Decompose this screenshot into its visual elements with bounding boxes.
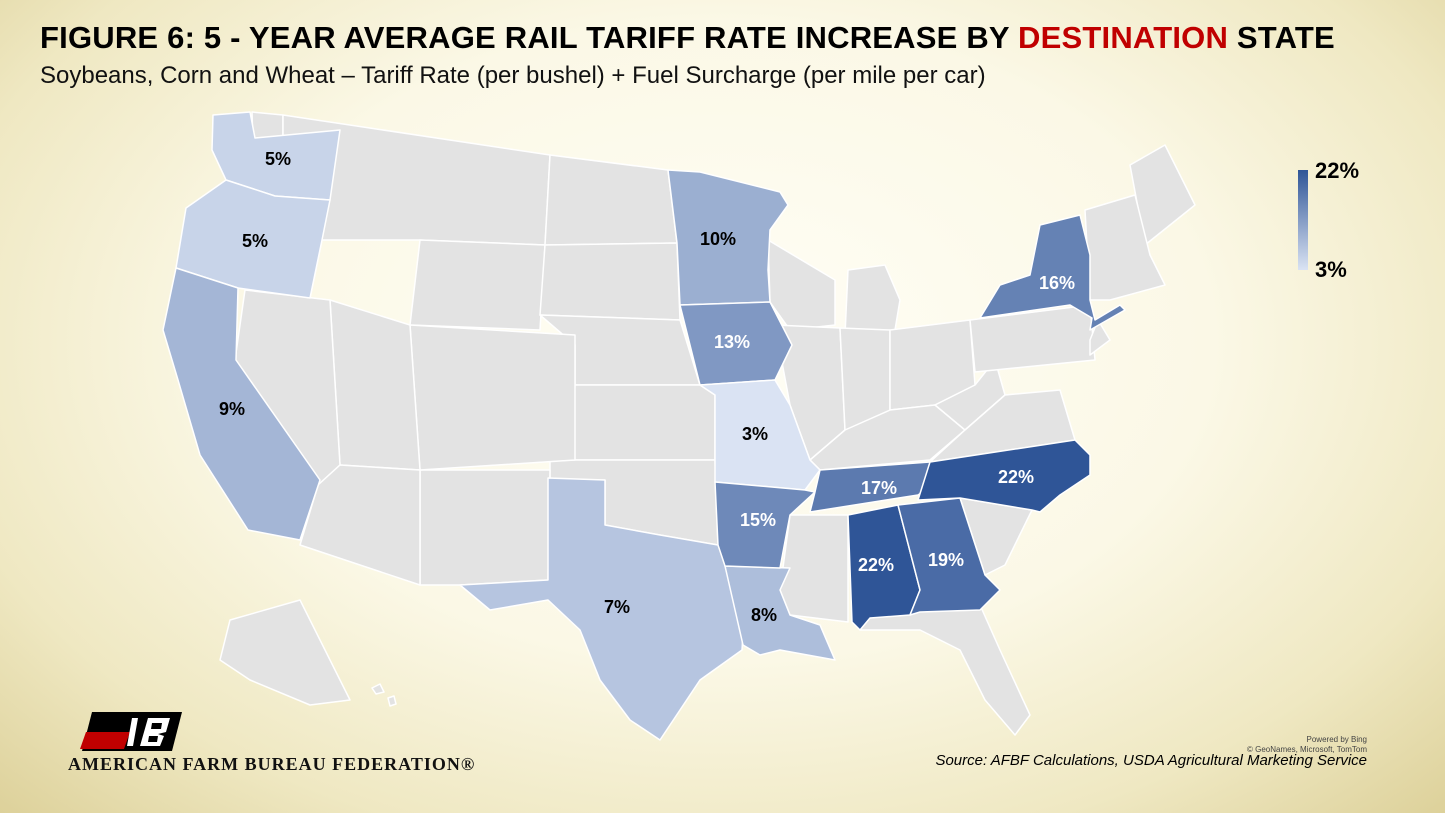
map-attribution-copyright: © GeoNames, Microsoft, TomTom [1247, 745, 1367, 754]
data-labels: 5% 5% 9% 10% 13% 3% 7% 8% 15% 17% 22% 19% 22% 16% [219, 149, 1075, 625]
state-georgia [897, 497, 1001, 616]
legend-max-label: 22% [1315, 158, 1360, 183]
chart-subtitle: Soybeans, Corn and Wheat – Tariff Rate (… [40, 62, 986, 89]
source-note: Source: AFBF Calculations, USDA Agricult… [935, 752, 1367, 769]
state-pennsylvania [969, 304, 1096, 373]
state-virginia [929, 389, 1076, 463]
state-west-virginia [934, 359, 1006, 431]
data-states [162, 111, 1126, 741]
state-label-texas: 7% [604, 597, 630, 617]
state-label-iowa: 13% [714, 332, 750, 352]
state-label-oregon: 5% [242, 231, 268, 251]
state-label-north-carolina: 22% [998, 467, 1034, 487]
chart-title: FIGURE 6: 5 - YEAR AVERAGE RAIL TARIFF R… [40, 20, 1335, 55]
state-arizona [299, 464, 421, 586]
state-north-carolina [917, 439, 1091, 513]
state-new-york [979, 214, 1126, 331]
state-south-dakota [539, 242, 681, 321]
state-utah [329, 299, 421, 471]
state-iowa [679, 301, 793, 386]
state-minnesota [667, 169, 789, 306]
state-label-missouri: 3% [742, 424, 768, 444]
afbf-logo-icon [80, 712, 182, 751]
state-hawaii [371, 683, 397, 707]
state-label-california: 9% [219, 399, 245, 419]
state-california [162, 267, 321, 541]
state-kansas [569, 384, 716, 461]
state-louisiana [724, 565, 836, 661]
title-highlight: DESTINATION [1018, 20, 1229, 55]
state-label-arkansas: 15% [740, 510, 776, 530]
state-wyoming [409, 239, 546, 331]
legend-color-scale [1298, 170, 1308, 270]
state-label-minnesota: 10% [700, 229, 736, 249]
map-attribution-powered: Powered by Bing [1306, 735, 1367, 744]
state-label-georgia: 19% [928, 550, 964, 570]
state-north-dakota [544, 154, 678, 246]
state-colorado [409, 324, 576, 471]
state-label-tennessee: 17% [861, 478, 897, 498]
state-new-mexico [419, 469, 551, 586]
state-oregon [175, 179, 331, 299]
legend-min-label: 3% [1315, 257, 1347, 282]
state-texas [459, 477, 746, 741]
state-label-washington: 5% [265, 149, 291, 169]
state-arkansas [714, 481, 816, 569]
state-label-new-york: 16% [1039, 273, 1075, 293]
state-label-louisiana: 8% [751, 605, 777, 625]
state-florida [851, 604, 1031, 736]
state-label-alabama: 22% [858, 555, 894, 575]
state-alaska [219, 599, 351, 706]
state-michigan [844, 264, 901, 336]
afbf-logo-text: AMERICAN FARM BUREAU FEDERATION® [68, 754, 476, 774]
